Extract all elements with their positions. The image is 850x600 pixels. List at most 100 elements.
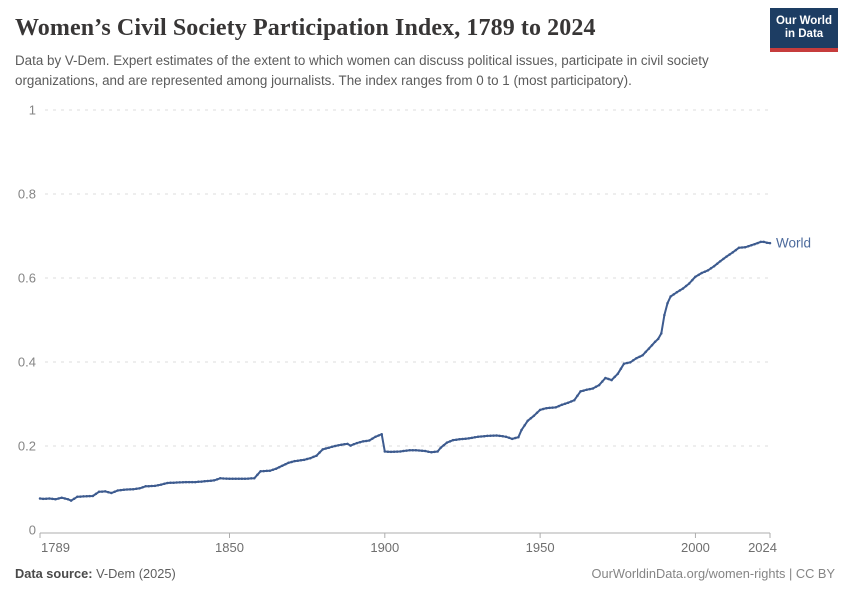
series-point	[392, 450, 396, 453]
series-point	[433, 450, 436, 454]
series-point	[383, 450, 387, 453]
series-point	[737, 246, 741, 250]
series-point	[305, 457, 309, 461]
series-point	[94, 492, 98, 496]
series-point	[116, 489, 119, 492]
series-point	[607, 377, 610, 381]
series-point	[234, 477, 237, 481]
series-point	[647, 347, 651, 350]
series-point	[442, 443, 446, 447]
series-point	[287, 461, 290, 465]
entity-label-world[interactable]: World	[776, 236, 811, 251]
series-point	[691, 278, 694, 282]
series-point	[507, 436, 511, 440]
series-point	[380, 432, 383, 436]
series-point	[352, 443, 355, 446]
series-point	[296, 459, 300, 462]
series-point	[228, 477, 231, 481]
series-point	[368, 439, 371, 442]
series-point	[430, 451, 433, 454]
series-point	[681, 287, 685, 290]
series-point	[436, 450, 439, 453]
series-point	[492, 434, 495, 437]
series-point	[128, 488, 132, 491]
series-point	[532, 414, 536, 418]
series-point	[371, 437, 374, 440]
chart-footer: Data source: V-Dem (2025) OurWorldinData…	[15, 566, 835, 581]
series-point	[451, 438, 455, 442]
series-point	[476, 435, 480, 439]
series-point	[495, 434, 498, 437]
credit-link[interactable]: OurWorldinData.org/women-rights | CC BY	[591, 566, 835, 581]
series-point	[520, 428, 523, 432]
series-point	[218, 477, 222, 480]
series-point	[150, 484, 154, 488]
series-point	[91, 494, 95, 498]
series-point	[486, 434, 489, 438]
series-point	[399, 450, 402, 453]
series-point	[181, 481, 185, 484]
series-point	[60, 496, 63, 499]
series-point	[259, 469, 262, 473]
series-point	[504, 435, 508, 439]
series-point	[299, 459, 303, 462]
series-point	[321, 448, 324, 451]
series-point	[427, 450, 430, 453]
series-line-world[interactable]	[39, 240, 771, 502]
series-point	[131, 488, 135, 491]
series-point	[386, 450, 390, 453]
series-point	[725, 255, 728, 258]
series-point	[594, 385, 598, 389]
series-point	[573, 398, 576, 402]
series-point	[324, 447, 328, 450]
series-point	[147, 484, 150, 488]
series-point	[200, 480, 203, 483]
series-point	[113, 490, 116, 494]
series-point	[569, 400, 573, 403]
chart-canvas: 0 0.2 0.4 0.6 0.8 1 1789 1850 1900 1950 2000 2024 Wo…	[18, 103, 811, 556]
owid-logo-line2: in Data	[784, 28, 824, 40]
series-point	[548, 406, 551, 410]
series-point	[135, 487, 138, 491]
data-source-value: V-Dem (2025)	[92, 566, 176, 581]
series-point	[215, 478, 219, 481]
series-point	[756, 241, 759, 245]
series-point	[163, 482, 166, 486]
data-source: Data source: V-Dem (2025)	[15, 566, 176, 581]
series-point	[641, 354, 644, 357]
series-point	[700, 271, 703, 275]
series-point	[141, 486, 144, 489]
series-point	[706, 269, 710, 272]
series-point	[632, 359, 635, 362]
series-point	[529, 417, 533, 420]
series-point	[588, 387, 592, 391]
series-point	[190, 480, 194, 484]
series-point	[675, 291, 679, 294]
series-point	[122, 488, 126, 491]
series-point	[538, 408, 542, 412]
series-point	[374, 435, 377, 439]
series-point	[473, 436, 477, 439]
series-point	[262, 469, 265, 473]
series-point	[709, 267, 713, 270]
series-point	[107, 490, 110, 494]
series-point	[66, 498, 70, 501]
series-point	[663, 313, 666, 317]
series-point	[138, 487, 141, 490]
series-point	[355, 441, 359, 445]
owid-logo[interactable]: Our World in Data	[770, 8, 838, 52]
series-point	[206, 479, 209, 483]
series-point	[249, 477, 253, 480]
series-point	[672, 293, 675, 296]
y-axis-tick-label: 0.2	[18, 439, 36, 454]
series-point	[349, 444, 352, 447]
series-point	[439, 446, 442, 449]
series-point	[423, 449, 427, 453]
series-point	[38, 497, 42, 500]
series-point	[479, 435, 483, 438]
series-point	[290, 460, 293, 464]
series-point	[420, 449, 424, 453]
series-point	[747, 245, 750, 248]
series-point	[302, 458, 306, 462]
series-point	[408, 448, 411, 452]
